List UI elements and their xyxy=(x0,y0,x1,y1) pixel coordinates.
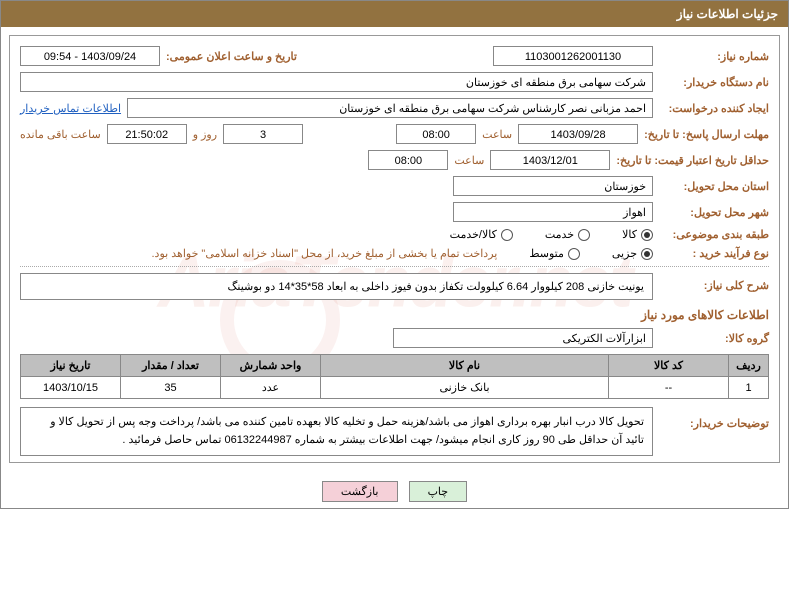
countdown: 21:50:02 xyxy=(107,124,187,144)
radio-icon xyxy=(641,229,653,241)
th-row: ردیف xyxy=(729,355,769,377)
announce-label: تاریخ و ساعت اعلان عمومی: xyxy=(166,50,297,63)
category-label: طبقه بندی موضوعی: xyxy=(659,228,769,241)
validity-date: 1403/12/01 xyxy=(490,150,610,170)
page-header: جزئیات اطلاعات نیاز xyxy=(1,1,788,27)
process-partial-radio[interactable]: جزیی xyxy=(612,247,653,260)
validity-time: 08:00 xyxy=(368,150,448,170)
buyer-notes-text: تحویل کالا درب انبار بهره برداری اهواز م… xyxy=(20,407,653,456)
footer-buttons: چاپ بازگشت xyxy=(1,471,788,508)
province-label: استان محل تحویل: xyxy=(659,180,769,193)
goods-group-value: ابزارآلات الکتریکی xyxy=(393,328,653,348)
process-medium-label: متوسط xyxy=(529,247,564,260)
th-unit: واحد شمارش xyxy=(221,355,321,377)
goods-info-title: اطلاعات کالاهای مورد نیاز xyxy=(20,308,769,322)
process-medium-radio[interactable]: متوسط xyxy=(529,247,580,260)
buyer-contact-link[interactable]: اطلاعات تماس خریدار xyxy=(20,102,121,115)
cell-unit: عدد xyxy=(221,377,321,399)
overview-text: یونیت خازنی 208 کیلووار 6.64 کیلوولت تکف… xyxy=(20,273,653,300)
city-label: شهر محل تحویل: xyxy=(659,206,769,219)
th-name: نام کالا xyxy=(321,355,609,377)
th-need-date: تاریخ نیاز xyxy=(21,355,121,377)
cell-qty: 35 xyxy=(121,377,221,399)
buyer-org-label: نام دستگاه خریدار: xyxy=(659,76,769,89)
radio-icon xyxy=(578,229,590,241)
province-value: خوزستان xyxy=(453,176,653,196)
details-frame: شماره نیاز: 1103001262001130 تاریخ و ساع… xyxy=(9,35,780,463)
print-button[interactable]: چاپ xyxy=(409,481,468,502)
category-both-label: کالا/خدمت xyxy=(450,228,497,241)
time-label-2: ساعت xyxy=(454,154,484,167)
category-goods-radio[interactable]: کالا xyxy=(622,228,653,241)
table-row: 1 -- بانک خازنی عدد 35 1403/10/15 xyxy=(21,377,769,399)
process-label: نوع فرآیند خرید : xyxy=(659,247,769,260)
page-title: جزئیات اطلاعات نیاز xyxy=(677,7,778,21)
category-service-label: خدمت xyxy=(545,228,574,241)
need-no-label: شماره نیاز: xyxy=(659,50,769,63)
remaining-label: ساعت باقی مانده xyxy=(20,128,101,141)
category-service-radio[interactable]: خدمت xyxy=(545,228,590,241)
goods-group-label: گروه کالا: xyxy=(659,332,769,345)
deadline-date: 1403/09/28 xyxy=(518,124,638,144)
cell-need-date: 1403/10/15 xyxy=(21,377,121,399)
cell-code: -- xyxy=(609,377,729,399)
time-label-1: ساعت xyxy=(482,128,512,141)
cell-name: بانک خازنی xyxy=(321,377,609,399)
radio-icon xyxy=(568,248,580,260)
buyer-notes-label: توضیحات خریدار: xyxy=(659,417,769,430)
category-goods-label: کالا xyxy=(622,228,637,241)
radio-icon xyxy=(641,248,653,260)
deadline-label: مهلت ارسال پاسخ: تا تاریخ: xyxy=(644,128,769,141)
requester-value: احمد مزبانی نصر کارشناس شرکت سهامی برق م… xyxy=(127,98,653,118)
deadline-time: 08:00 xyxy=(396,124,476,144)
process-partial-label: جزیی xyxy=(612,247,637,260)
need-no-value: 1103001262001130 xyxy=(493,46,653,66)
radio-icon xyxy=(501,229,513,241)
category-both-radio[interactable]: کالا/خدمت xyxy=(450,228,513,241)
days-and-label: روز و xyxy=(193,128,217,141)
payment-note: پرداخت تمام یا بخشی از مبلغ خرید، از محل… xyxy=(152,247,498,260)
buyer-org-value: شرکت سهامی برق منطقه ای خوزستان xyxy=(20,72,653,92)
days-count: 3 xyxy=(223,124,303,144)
validity-label: حداقل تاریخ اعتبار قیمت: تا تاریخ: xyxy=(616,154,769,167)
city-value: اهواز xyxy=(453,202,653,222)
requester-label: ایجاد کننده درخواست: xyxy=(659,102,769,115)
th-qty: تعداد / مقدار xyxy=(121,355,221,377)
items-table: ردیف کد کالا نام کالا واحد شمارش تعداد /… xyxy=(20,354,769,399)
back-button[interactable]: بازگشت xyxy=(322,481,398,502)
th-code: کد کالا xyxy=(609,355,729,377)
cell-row: 1 xyxy=(729,377,769,399)
announce-value: 1403/09/24 - 09:54 xyxy=(20,46,160,66)
overview-label: شرح کلی نیاز: xyxy=(659,279,769,292)
